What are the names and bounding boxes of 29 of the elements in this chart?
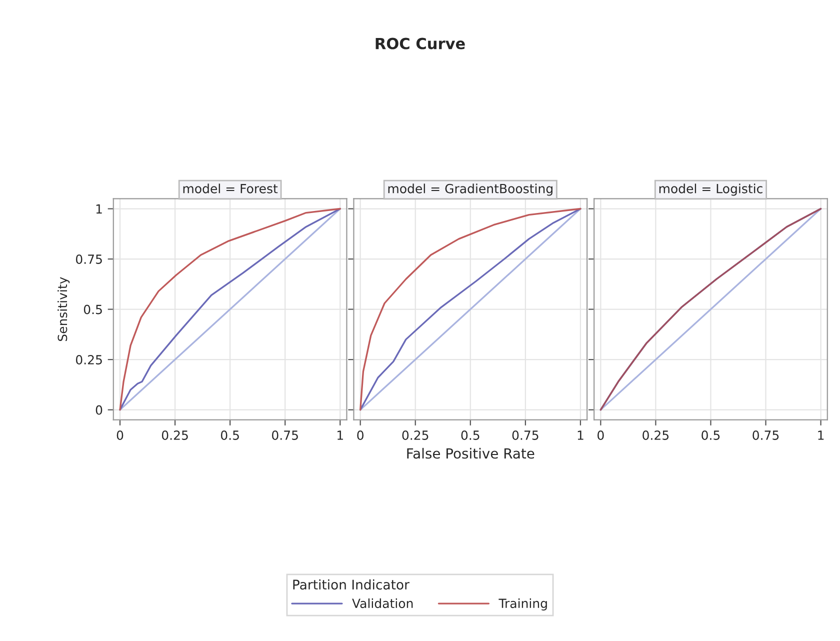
chart-title: model = Forest: [183, 184, 278, 194]
x-tick-label: 0.25: [642, 430, 669, 440]
y-tick-label: 0.25: [76, 355, 102, 364]
legend-label: Validation: [352, 598, 413, 608]
x-axis-title: False Positive Rate: [407, 448, 534, 459]
y-tick-label: 1: [96, 204, 102, 214]
x-tick-label: 1: [818, 430, 824, 440]
x-tick-label: 0.5: [220, 430, 239, 440]
chart-title: model = GradientBoosting: [388, 184, 552, 196]
x-tick-label: 0.25: [402, 430, 428, 440]
y-tick-label: 0.5: [84, 304, 102, 314]
x-tick-label: 0.75: [512, 430, 538, 440]
x-tick-label: 0.25: [162, 430, 188, 440]
x-tick-label: 0.5: [461, 430, 480, 440]
text: ROC Curve: [376, 38, 465, 50]
y-axis-title: Sensitivity: [58, 277, 70, 341]
y-tick-label: 0.75: [76, 254, 102, 264]
x-tick-label: 1: [338, 430, 343, 440]
y-tick-label: 0: [96, 405, 102, 415]
x-tick-label: 0: [357, 430, 364, 440]
chart-title: model = Logistic: [659, 184, 762, 196]
x-tick-label: 0.75: [272, 430, 298, 440]
legend-label: Training: [498, 598, 547, 611]
x-tick-label: 0.75: [752, 430, 779, 440]
legend-title: Partition Indicator: [293, 579, 410, 590]
x-tick-label: 0: [598, 430, 604, 440]
x-tick-label: 1: [578, 430, 584, 440]
x-tick-label: 0: [116, 430, 124, 440]
x-tick-label: 0.5: [702, 430, 720, 440]
